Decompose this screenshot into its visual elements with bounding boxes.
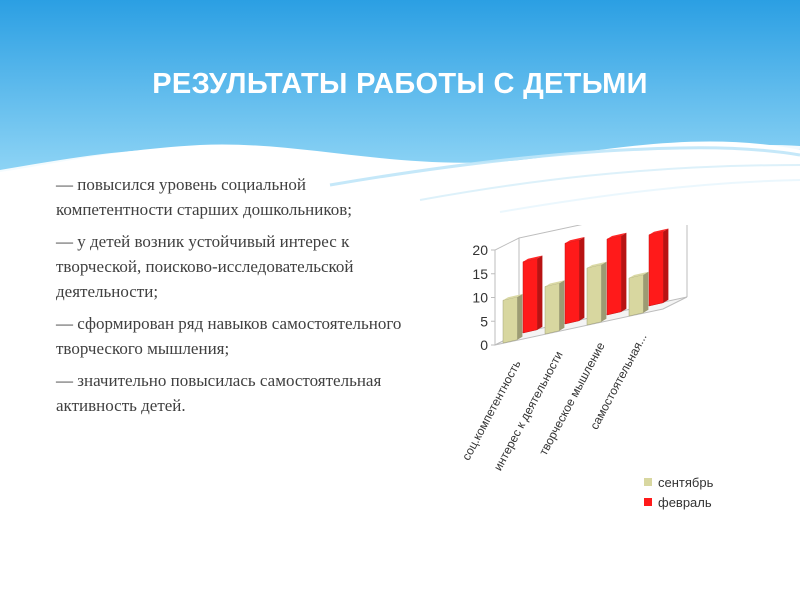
bullet-item: — у детей возник устойчивый интерес к тв… bbox=[56, 232, 354, 301]
y-tick-label: 0 bbox=[480, 337, 488, 353]
bar-февраль-2 bbox=[606, 232, 627, 316]
legend-label: сентябрь bbox=[658, 475, 714, 490]
header-background bbox=[0, 0, 800, 213]
legend-swatch-0 bbox=[644, 478, 652, 486]
x-tick-label: интерес к деятельности bbox=[491, 349, 566, 473]
bar-сентябрь-0 bbox=[502, 293, 523, 344]
legend-swatch-1 bbox=[644, 498, 652, 506]
x-tick-label: творческое мышление bbox=[536, 340, 608, 458]
bar-сентябрь-1 bbox=[544, 280, 565, 335]
legend-label: февраль bbox=[658, 495, 712, 510]
bar-февраль-3 bbox=[648, 228, 669, 307]
bar-сентябрь-3 bbox=[628, 271, 649, 317]
y-tick-label: 5 bbox=[480, 313, 488, 329]
bullet-item: — значительно повысилась самостоятельная… bbox=[56, 371, 382, 415]
bullet-item: — сформирован ряд навыков самостоятельно… bbox=[56, 314, 402, 358]
chart-back-wall bbox=[518, 225, 688, 333]
bar-февраль-1 bbox=[564, 236, 585, 325]
y-tick-label: 10 bbox=[472, 290, 488, 306]
bar-февраль-0 bbox=[522, 255, 543, 334]
bullet-list: — повысился уровень социальной компетент… bbox=[56, 172, 406, 425]
bullet-item: — повысился уровень социальной компетент… bbox=[56, 175, 352, 219]
bar-сентябрь-2 bbox=[586, 261, 607, 326]
y-tick-label: 20 bbox=[472, 242, 488, 258]
slide-title: РЕЗУЛЬТАТЫ РАБОТЫ С ДЕТЬМИ bbox=[152, 68, 648, 100]
y-tick-label: 15 bbox=[472, 266, 488, 282]
